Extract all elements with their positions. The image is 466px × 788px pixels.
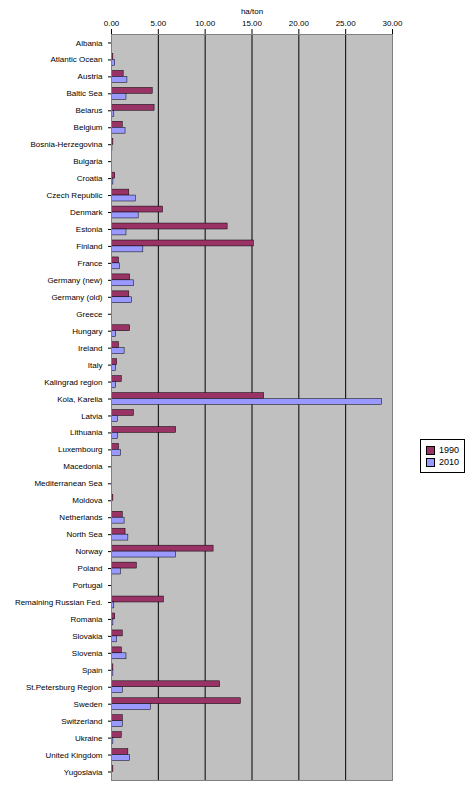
svg-text:Switzerland: Switzerland (61, 717, 102, 726)
svg-text:Estonia: Estonia (76, 225, 103, 234)
svg-text:Greece: Greece (76, 310, 103, 319)
svg-text:Spain: Spain (82, 666, 102, 675)
svg-text:Finland: Finland (76, 242, 102, 251)
svg-text:Croatia: Croatia (77, 174, 103, 183)
svg-text:Lithuania: Lithuania (70, 428, 103, 437)
svg-text:Ukraine: Ukraine (75, 734, 103, 743)
svg-text:30.00: 30.00 (382, 19, 403, 28)
svg-text:Hungary: Hungary (72, 327, 102, 336)
svg-text:Poland: Poland (78, 564, 103, 573)
svg-text:St.Petersburg Region: St.Petersburg Region (26, 683, 103, 692)
svg-text:Remaining Russian Fed.: Remaining Russian Fed. (15, 598, 103, 607)
svg-text:Luxembourg: Luxembourg (58, 445, 102, 454)
svg-text:Denmark: Denmark (70, 208, 103, 217)
svg-text:North Sea: North Sea (66, 530, 103, 539)
svg-text:Slovenia: Slovenia (72, 649, 103, 658)
svg-text:Macedonia: Macedonia (63, 462, 103, 471)
svg-text:Bosnia-Herzegovina: Bosnia-Herzegovina (30, 140, 103, 149)
svg-text:Yugoslavia: Yugoslavia (64, 768, 103, 777)
svg-text:20.00: 20.00 (289, 19, 310, 28)
svg-text:Kalingrad region: Kalingrad region (44, 378, 102, 387)
svg-text:France: France (78, 259, 103, 268)
svg-text:Atlantic Ocean: Atlantic Ocean (50, 55, 102, 64)
svg-text:0.00: 0.00 (104, 19, 120, 28)
svg-text:Norway: Norway (75, 547, 102, 556)
svg-text:Portugal: Portugal (73, 581, 103, 590)
svg-text:Moldova: Moldova (72, 496, 103, 505)
svg-text:Albania: Albania (76, 39, 103, 48)
svg-text:Belgium: Belgium (74, 123, 103, 132)
svg-text:Latvia: Latvia (81, 412, 103, 421)
html-text:2010: 2010 (439, 457, 459, 467)
svg-text:Mediterranean Sea: Mediterranean Sea (34, 479, 103, 488)
svg-text:15.00: 15.00 (242, 19, 263, 28)
svg-text:Bulgaria: Bulgaria (73, 157, 103, 166)
svg-text:Germany (new): Germany (new) (47, 276, 102, 285)
svg-text:ha/ton: ha/ton (241, 7, 263, 16)
svg-text:Sweden: Sweden (74, 700, 103, 709)
svg-text:Slovakia: Slovakia (72, 632, 103, 641)
svg-text:Germany (old): Germany (old) (51, 293, 102, 302)
svg-text:Italy: Italy (88, 361, 103, 370)
svg-text:Kola, Karelia: Kola, Karelia (57, 395, 103, 404)
html-text:1990: 1990 (439, 445, 459, 455)
svg-text:Belarus: Belarus (75, 106, 102, 115)
svg-text:10.00: 10.00 (195, 19, 216, 28)
svg-text:5.00: 5.00 (151, 19, 167, 28)
svg-text:Ireland: Ireland (78, 344, 102, 353)
svg-text:United Kingdom: United Kingdom (46, 751, 103, 760)
svg-text:Baltic Sea: Baltic Sea (66, 89, 103, 98)
svg-text:25.00: 25.00 (336, 19, 357, 28)
svg-text:Austria: Austria (78, 72, 103, 81)
svg-text:Romania: Romania (70, 615, 103, 624)
svg-text:Netherlands: Netherlands (59, 513, 102, 522)
svg-text:Czech Republic: Czech Republic (46, 191, 102, 200)
